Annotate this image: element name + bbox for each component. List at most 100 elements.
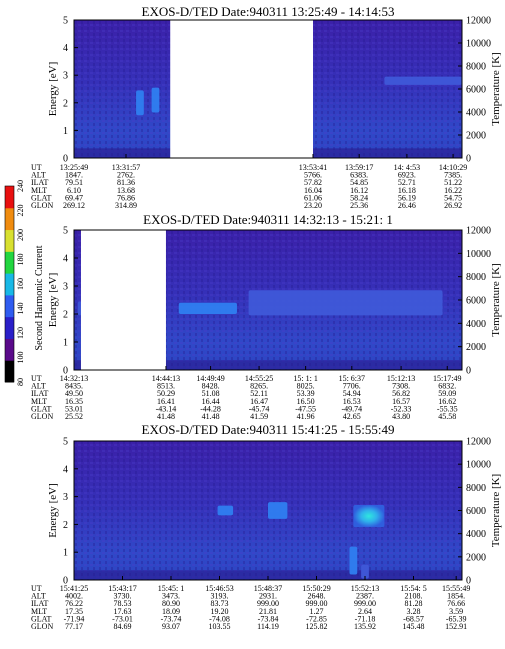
ephemeris-value: 2.64	[358, 607, 372, 616]
y-right-tick-label: 4000	[466, 108, 486, 119]
ephemeris-value: 15: 6:37	[339, 374, 365, 383]
y-right-tick-label: 2000	[466, 552, 486, 563]
ephemeris-value: 41.48	[202, 412, 220, 421]
ephemeris-value: 16.12	[350, 186, 368, 195]
ephemeris-value: 15:55:49	[442, 584, 470, 593]
y-tick-label: 2	[63, 98, 68, 109]
y-axis-label: Energy [eV]	[47, 62, 59, 116]
spectrogram-feature	[349, 546, 358, 575]
ephemeris-value: 54.75	[444, 193, 462, 202]
ephemeris-value: 114.19	[257, 622, 279, 631]
ephemeris-value: 26.46	[398, 201, 416, 210]
ephemeris-value: -44.28	[200, 404, 221, 413]
ephemeris-value: 7706.	[343, 382, 361, 391]
y-right-tick-label: 10000	[466, 460, 491, 471]
y-tick-label: 0	[63, 366, 68, 377]
ephemeris-row-label: GLON	[31, 412, 53, 421]
ephemeris-value: 61.06	[304, 193, 322, 202]
ephemeris-value: 25.36	[350, 201, 368, 210]
ephemeris-value: -55.35	[437, 404, 458, 413]
ephemeris-value: 8265.	[250, 382, 268, 391]
ephemeris-value: 999.00	[306, 599, 328, 608]
ephemeris-value: 14:55:25	[245, 374, 273, 383]
colorbar-tick-label: 200	[16, 229, 25, 241]
ephemeris-value: 5766.	[304, 171, 322, 180]
spectrogram-feature	[136, 90, 144, 116]
y-right-tick-label: 12000	[466, 437, 491, 448]
ephemeris-value: 1.27	[310, 607, 324, 616]
y-right-tick-label: 10000	[466, 39, 491, 50]
spectrogram-feature	[361, 564, 369, 579]
y-right-tick-label: 6000	[466, 506, 486, 517]
colorbar-segment	[5, 186, 14, 209]
ephemeris-value: 15: 1: 1	[293, 374, 317, 383]
y-tick-label: 0	[63, 154, 68, 165]
ephemeris-value: 16.35	[65, 397, 83, 406]
ephemeris-value: 81.36	[117, 178, 135, 187]
ephemeris-value: 2762.	[117, 171, 135, 180]
ephemeris-value: 53.01	[65, 404, 83, 413]
ephemeris-value: 14:44:13	[152, 374, 180, 383]
y-right-tick-label: 0	[466, 576, 471, 587]
ephemeris-value: -45.74	[249, 404, 270, 413]
ephemeris-value: 16.62	[438, 397, 456, 406]
colorbar-tick-label: 220	[16, 205, 25, 217]
ephemeris-value: 6832.	[438, 382, 456, 391]
y-tick-label: 4	[63, 464, 68, 475]
y-right-axis-label: Temperature [K]	[490, 263, 502, 336]
low-energy-band	[74, 360, 462, 370]
y-right-axis-label: Temperature [K]	[490, 52, 502, 125]
ephemeris-value: 152.91	[445, 622, 467, 631]
ephemeris-value: 8025.	[297, 382, 315, 391]
spectrogram-feature	[178, 302, 237, 314]
y-tick-label: 1	[63, 548, 68, 559]
colorbar-tick-label: 120	[16, 327, 25, 339]
ephemeris-value: 83.73	[211, 599, 229, 608]
colorbar-segment	[5, 207, 14, 231]
ephemeris-value: 43.80	[392, 412, 410, 421]
ephemeris-value: 58.24	[350, 193, 368, 202]
ephemeris-row-label: GLON	[31, 622, 53, 631]
ephemeris-value: 16.44	[202, 397, 220, 406]
ephemeris-value: 15:54: 5	[400, 584, 426, 593]
ephemeris-value: 314.89	[115, 201, 137, 210]
ephemeris-value: 80.90	[162, 599, 180, 608]
low-energy-band	[74, 570, 462, 580]
colorbar-tick-label: 140	[16, 303, 25, 315]
ephemeris-row-label: GLAT	[31, 193, 52, 202]
ephemeris-value: 26.92	[444, 201, 462, 210]
ephemeris-value: 15:50:29	[302, 584, 330, 593]
ephemeris-value: 135.92	[354, 622, 376, 631]
ephemeris-value: 19.20	[211, 607, 229, 616]
y-tick-label: 1	[63, 338, 68, 349]
ephemeris-value: 15:41:25	[60, 584, 88, 593]
ephemeris-value: 93.07	[162, 622, 180, 631]
ephemeris-value: 6923.	[398, 171, 416, 180]
ephemeris-value: 77.17	[65, 622, 83, 631]
colorbar-segment	[5, 316, 14, 339]
ephemeris-value: 51.08	[202, 389, 220, 398]
ephemeris-value: 13.68	[117, 186, 135, 195]
y-tick-label: 1	[63, 126, 68, 137]
ephemeris-value: 15:46:53	[205, 584, 233, 593]
ephemeris-value: 51.22	[444, 178, 462, 187]
ephemeris-value: 21.81	[259, 607, 277, 616]
ephemeris-row-label: UT	[31, 163, 42, 172]
colorbar-tick-label: 100	[16, 352, 25, 364]
ephemeris-value: 3.59	[449, 607, 463, 616]
ephemeris-value: 2648.	[308, 592, 326, 601]
spectrogram-feature	[384, 76, 462, 85]
ephemeris-value: 54.85	[350, 178, 368, 187]
colorbar-tick-label: 160	[16, 278, 25, 290]
ephemeris-value: 13:59:17	[345, 163, 373, 172]
ephemeris-row-label: UT	[31, 584, 42, 593]
y-tick-label: 5	[63, 437, 68, 448]
y-tick-label: 4	[63, 254, 68, 265]
ephemeris-value: 2108.	[405, 592, 423, 601]
ephemeris-value: 16.47	[250, 397, 268, 406]
ephemeris-value: 2931.	[259, 592, 277, 601]
ephemeris-value: 3193.	[211, 592, 229, 601]
ephemeris-value: 50.29	[157, 389, 175, 398]
y-right-tick-label: 0	[466, 154, 471, 165]
ephemeris-value: 23.20	[304, 201, 322, 210]
